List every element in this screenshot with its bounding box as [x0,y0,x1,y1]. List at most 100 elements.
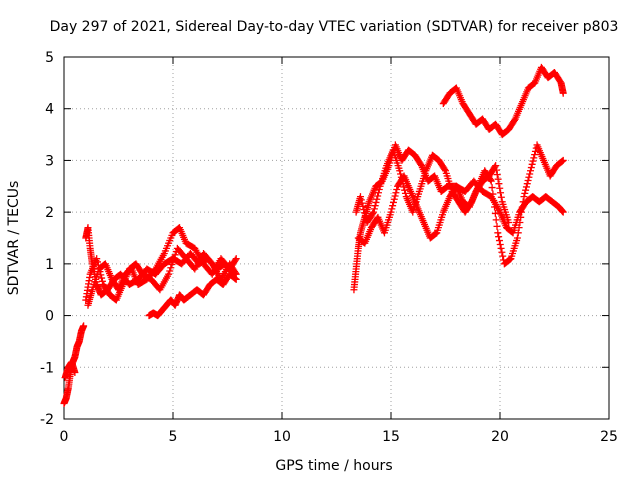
series-track-10 [439,63,567,139]
data-point [516,218,524,226]
data-point [518,203,526,211]
data-point [393,186,401,194]
data-point [389,202,397,210]
data-point [492,216,500,224]
data-point [165,270,173,278]
data-point [95,264,103,272]
data-point [167,264,175,272]
data-point [390,195,398,203]
data-point [493,222,501,230]
data-point [493,171,501,179]
data-point [559,89,567,97]
data-point [375,186,383,194]
data-point [559,156,567,164]
data-point [373,195,381,203]
data-point [166,267,174,275]
data-point [518,208,526,216]
data-point [492,166,500,174]
data-point [360,206,368,214]
data-point [528,160,536,168]
data-point [526,170,534,178]
data-point [388,205,396,213]
data-point [359,202,367,210]
y-axis: -2 -1 0 1 2 3 4 5 [40,50,609,428]
data-point [517,213,525,221]
data-point [488,184,496,192]
y-axis-label: SDTVAR / TECUs [6,181,22,296]
data-point [492,162,500,170]
data-point [522,183,530,191]
data-point [391,192,399,200]
x-tick-label: 0 [60,429,69,445]
data-point [524,176,532,184]
data-point [96,268,104,276]
data-point [519,198,527,206]
data-point [489,190,497,198]
data-point [525,173,533,181]
data-point [498,248,506,256]
data-point [499,252,507,260]
data-point [490,197,498,205]
data-point [361,209,369,217]
y-tick-label: 3 [45,153,54,169]
data-point [71,368,79,376]
data-point [521,189,529,197]
grid [64,57,609,419]
data-point [232,255,240,263]
data-point [97,271,105,279]
data-point [401,189,409,197]
data-point [559,208,567,216]
y-tick-label: -2 [40,412,54,428]
data-point [491,203,499,211]
data-point [357,196,365,204]
data-point [417,160,425,168]
data-point [371,202,379,210]
x-tick-label: 20 [491,429,509,445]
data-point [389,198,397,206]
x-axis: 0 5 10 15 20 25 [60,57,618,445]
data-point [497,189,505,197]
data-point [491,163,499,171]
data-point [514,229,522,237]
data-point [387,208,395,216]
y-tick-label: 4 [45,102,54,118]
data-points [60,63,567,407]
x-axis-label: GPS time / hours [275,458,392,474]
data-point [374,189,382,197]
data-point [529,157,537,165]
data-point [231,256,239,264]
y-tick-label: 1 [45,257,54,273]
data-point [232,275,240,283]
data-point [513,234,521,242]
series-track-1 [60,322,88,407]
data-point [494,229,502,237]
data-point [496,184,504,192]
data-point [80,322,88,330]
data-point [510,116,518,124]
x-tick-label: 25 [600,429,618,445]
data-point [441,165,449,173]
data-point [531,151,539,159]
data-point [522,186,530,194]
data-point [527,164,535,172]
data-point [487,177,495,185]
data-point [495,237,503,245]
data-point [372,198,380,206]
y-tick-label: -1 [40,360,54,376]
data-point [527,167,535,175]
data-point [370,205,378,213]
data-point [520,193,528,201]
plot-area-frame [63,56,610,420]
data-point [505,218,513,226]
data-point [392,189,400,197]
series-track-2 [61,358,79,382]
x-tick-label: 10 [273,429,291,445]
data-point [169,257,177,265]
data-point [171,251,179,259]
data-point [370,208,378,216]
x-tick-label: 5 [169,429,178,445]
data-point [497,244,505,252]
data-point [496,240,504,248]
data-point [94,258,102,266]
